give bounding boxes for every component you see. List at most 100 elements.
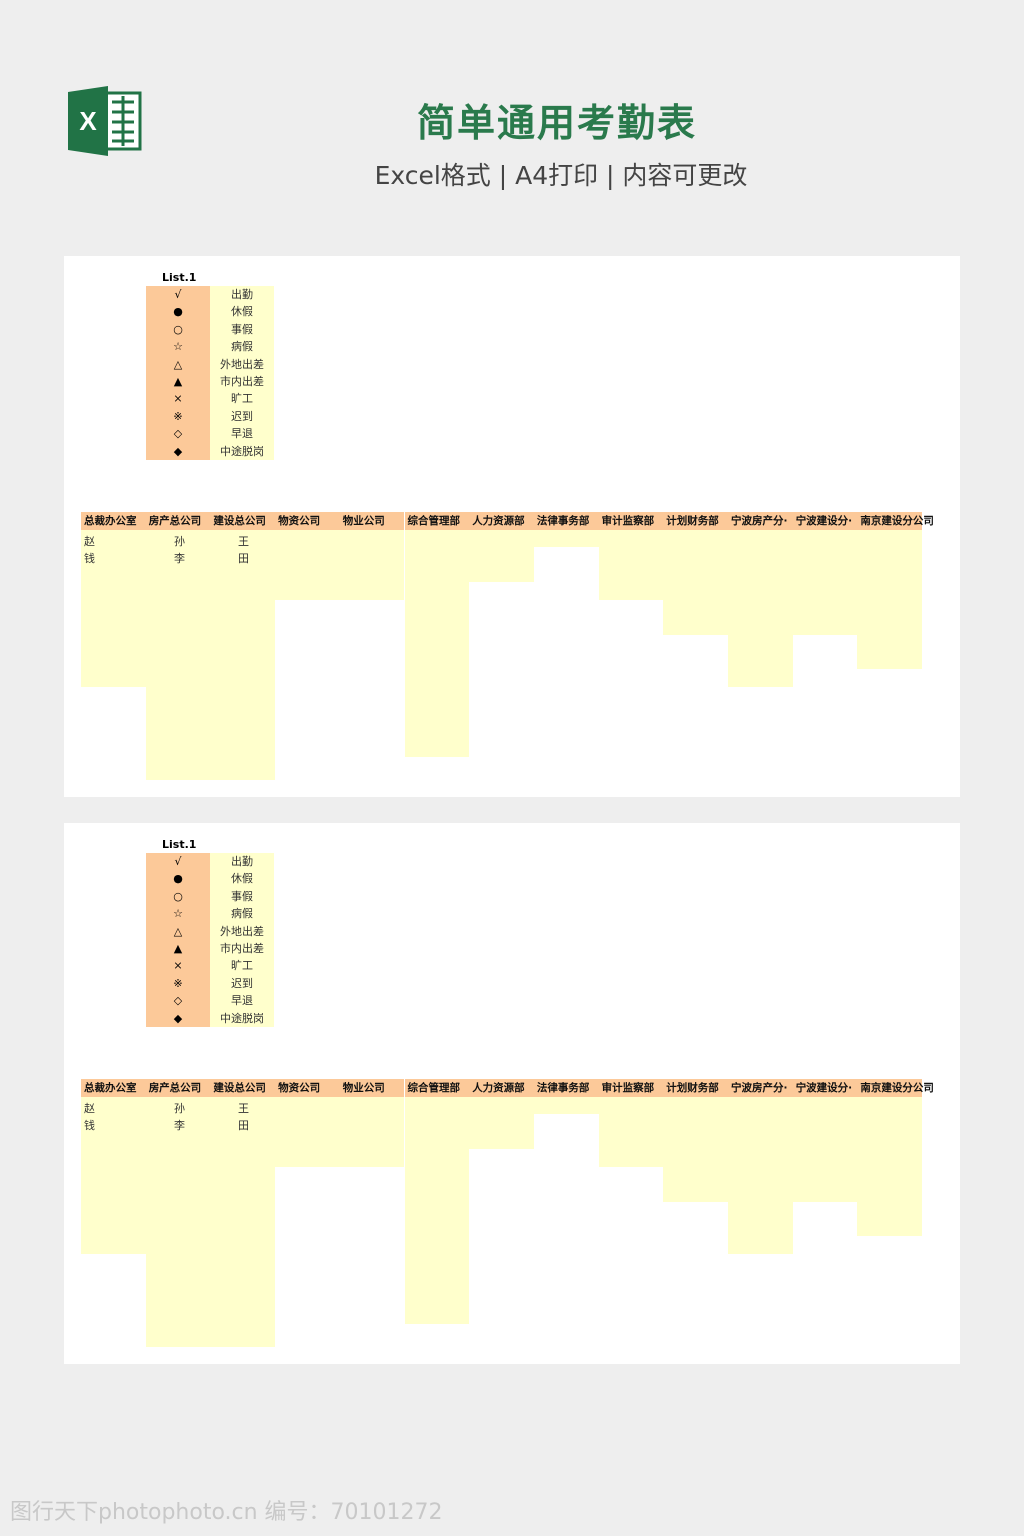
column-header: 人力资源部	[469, 1079, 534, 1097]
column-header: 房产总公司	[145, 512, 211, 530]
department-column: 物资公司	[275, 512, 340, 600]
legend-row: × 旷工	[146, 390, 276, 408]
legend-label: 迟到	[210, 974, 274, 993]
sheet-preview-1: List.1 √ 出勤 ● 休假 ○ 事假 ☆ 病假 △ 外地出差 ▲ 市内出差 × 旷工 ※ 迟到 ◇ 早退 ◆ 中途…	[64, 256, 960, 797]
svg-text:X: X	[79, 106, 97, 136]
legend-row: ☆ 病假	[146, 905, 276, 923]
legend-symbol: √	[146, 853, 210, 871]
sheet-preview-2: List.1 √ 出勤 ● 休假 ○ 事假 ☆ 病假 △ 外地出差 ▲ 市内出差 × 旷工 ※ 迟到 ◇ 早退 ◆ 中途…	[64, 823, 960, 1364]
column-header: 南京建设分公司	[857, 512, 934, 530]
legend-row: △ 外地出差	[146, 355, 276, 373]
legend-symbol: ×	[146, 957, 210, 975]
column-header: 计划财务部	[663, 512, 728, 530]
column-header: 综合管理部	[404, 512, 470, 530]
department-column: 计划财务部	[663, 512, 728, 635]
legend-symbol: ▲	[146, 372, 210, 391]
legend-label: 外地出差	[210, 355, 274, 373]
column-header: 物业公司	[339, 512, 405, 530]
legend-symbol: ◇	[146, 992, 210, 1010]
legend-label: 市内出差	[210, 372, 274, 391]
legend-symbol: ○	[146, 887, 210, 906]
legend-symbol: ○	[146, 320, 210, 339]
department-column: 南京建设分公司	[857, 512, 934, 669]
legend-row: ◇ 早退	[146, 425, 276, 443]
table-cell: 钱	[84, 1119, 95, 1132]
legend-row: ▲ 市内出差	[146, 939, 276, 958]
legend: √ 出勤 ● 休假 ○ 事假 ☆ 病假 △ 外地出差 ▲ 市内出差 × 旷工 ※ 迟到 ◇ 早退 ◆ 中途脱岗	[146, 853, 276, 1027]
legend-row: ○ 事假	[146, 320, 276, 339]
table-cell: 赵	[84, 1102, 95, 1115]
legend-label: 市内出差	[210, 939, 274, 958]
department-column: 审计监察部	[598, 1079, 664, 1167]
legend-row: △ 外地出差	[146, 922, 276, 940]
department-column: 综合管理部	[404, 1079, 470, 1324]
legend-label: 早退	[210, 425, 274, 443]
column-header: 建设总公司	[210, 512, 276, 530]
legend-label: 外地出差	[210, 922, 274, 940]
department-column: 房产总公司	[145, 1079, 211, 1347]
column-header: 物业公司	[339, 1079, 405, 1097]
column-header: 计划财务部	[663, 1079, 728, 1097]
column-header: 宁波房产分·	[728, 512, 793, 530]
table-cell: 孙	[174, 1102, 185, 1115]
legend-label: 中途脱岗	[210, 442, 274, 460]
table-cell: 钱	[84, 552, 95, 565]
department-column: 人力资源部	[469, 512, 534, 582]
department-column: 法律事务部	[533, 1079, 599, 1114]
column-header: 宁波房产分·	[728, 1079, 793, 1097]
legend-label: 早退	[210, 992, 274, 1010]
legend-symbol: ☆	[146, 905, 210, 923]
department-column: 物业公司	[339, 512, 405, 600]
department-column: 计划财务部	[663, 1079, 728, 1202]
table-cell: 赵	[84, 535, 95, 548]
column-header: 宁波建设分·	[792, 1079, 858, 1097]
legend-label: 中途脱岗	[210, 1009, 274, 1027]
excel-icon: X	[68, 86, 142, 156]
column-header: 审计监察部	[598, 512, 664, 530]
legend-row: ● 休假	[146, 303, 276, 321]
legend-symbol: ●	[146, 303, 210, 321]
table-cell: 李	[174, 1119, 185, 1132]
department-column: 南京建设分公司	[857, 1079, 934, 1236]
legend-row: ◆ 中途脱岗	[146, 442, 276, 460]
column-header: 房产总公司	[145, 1079, 211, 1097]
department-column: 建设总公司	[210, 1079, 276, 1347]
legend-row: ◇ 早退	[146, 992, 276, 1010]
department-column: 人力资源部	[469, 1079, 534, 1149]
legend-row: ◆ 中途脱岗	[146, 1009, 276, 1027]
legend-label: 病假	[210, 338, 274, 356]
column-header: 物资公司	[275, 512, 340, 530]
legend-label: 旷工	[210, 390, 274, 408]
column-header: 南京建设分公司	[857, 1079, 934, 1097]
legend-symbol: ☆	[146, 338, 210, 356]
department-column: 综合管理部	[404, 512, 470, 757]
column-header: 宁波建设分·	[792, 512, 858, 530]
legend-row: ☆ 病假	[146, 338, 276, 356]
legend-row: × 旷工	[146, 957, 276, 975]
legend-label: 休假	[210, 870, 274, 888]
legend-symbol: ◇	[146, 425, 210, 443]
column-header: 物资公司	[275, 1079, 340, 1097]
department-column: 宁波建设分·	[792, 512, 858, 635]
watermark: 图行天下photophoto.cn 编号：70101272	[10, 1500, 443, 1525]
legend-title: List.1	[162, 838, 197, 851]
column-header: 人力资源部	[469, 512, 534, 530]
table-cell: 田	[238, 1119, 249, 1132]
department-column: 宁波房产分·	[728, 512, 793, 687]
legend-label: 迟到	[210, 407, 274, 426]
legend-label: 病假	[210, 905, 274, 923]
department-column: 物资公司	[275, 1079, 340, 1167]
legend-row: ○ 事假	[146, 887, 276, 906]
legend-label: 出勤	[210, 853, 274, 871]
legend-label: 事假	[210, 320, 274, 339]
legend-row: √ 出勤	[146, 853, 276, 871]
legend-row: ▲ 市内出差	[146, 372, 276, 391]
legend-symbol: ●	[146, 870, 210, 888]
department-column: 法律事务部	[533, 512, 599, 547]
table-cell: 王	[238, 1102, 249, 1115]
table-cell: 李	[174, 552, 185, 565]
department-column: 总裁办公室	[81, 512, 146, 687]
legend-label: 休假	[210, 303, 274, 321]
legend-symbol: ◆	[146, 442, 210, 460]
legend-symbol: ×	[146, 390, 210, 408]
